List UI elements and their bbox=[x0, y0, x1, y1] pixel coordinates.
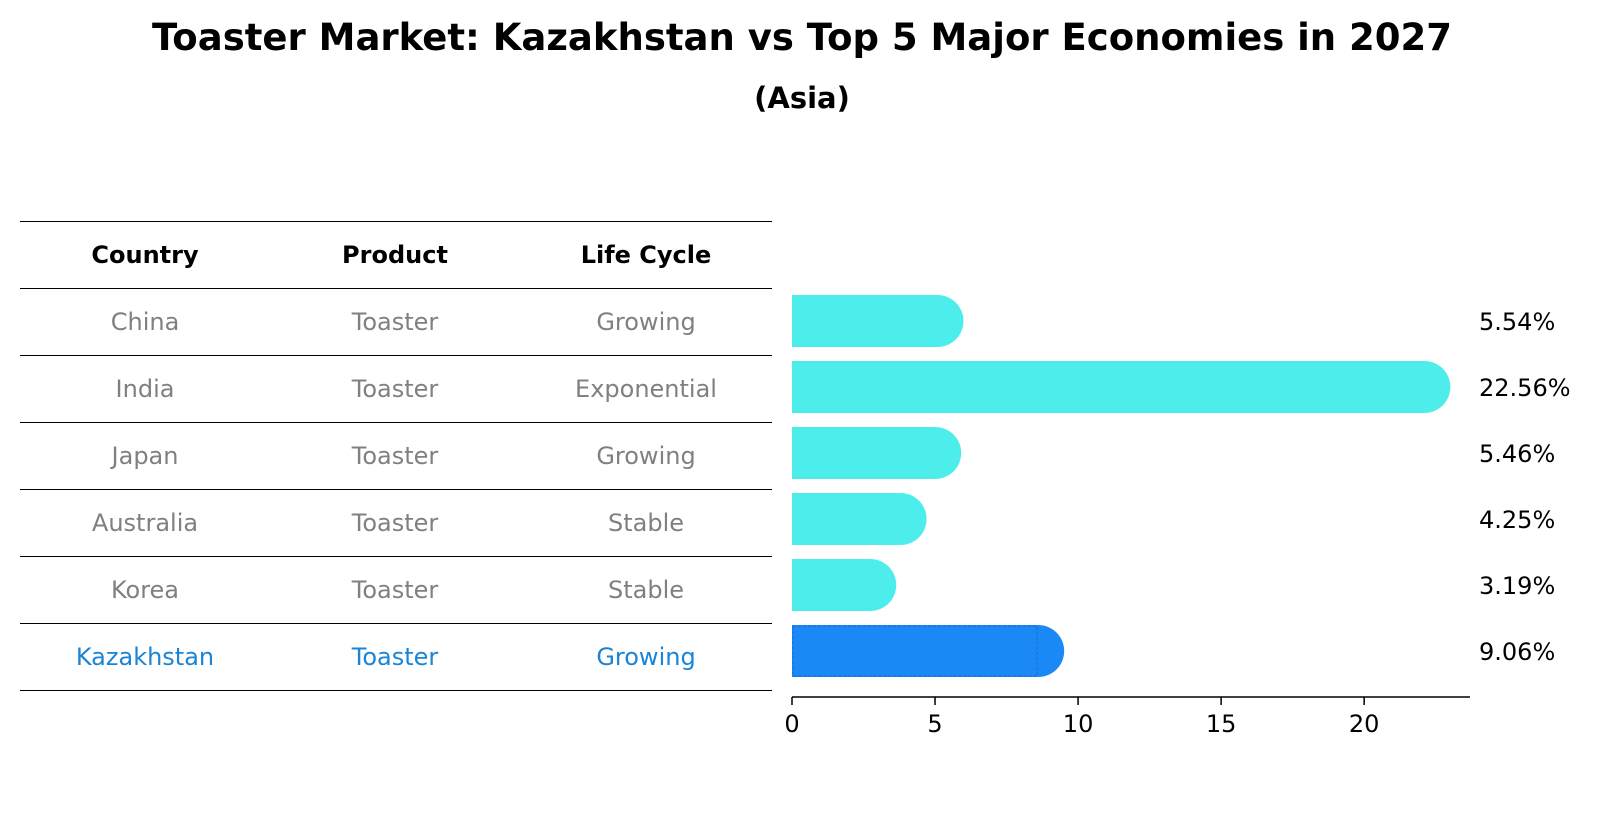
cell-life-cycle: Growing bbox=[596, 643, 696, 671]
table-row-kazakhstan: Kazakhstan Toaster Growing bbox=[20, 624, 772, 691]
bar-korea bbox=[792, 559, 897, 611]
cell-product: Toaster bbox=[351, 576, 439, 604]
x-tick-label: 0 bbox=[784, 710, 799, 738]
bar-china bbox=[792, 295, 964, 347]
table-row-japan: Japan Toaster Growing bbox=[20, 423, 772, 490]
cell-product: Toaster bbox=[351, 643, 439, 671]
x-tick-label: 5 bbox=[927, 710, 942, 738]
chart-subtitle: (Asia) bbox=[754, 81, 850, 115]
bar-japan bbox=[792, 427, 962, 479]
cell-country: Australia bbox=[91, 509, 199, 537]
table-row-korea: Korea Toaster Stable bbox=[20, 557, 772, 624]
value-label-india: 22.56% bbox=[1479, 374, 1571, 402]
cell-country: Kazakhstan bbox=[75, 643, 215, 671]
cell-product: Toaster bbox=[351, 375, 439, 403]
cell-product: Toaster bbox=[351, 442, 439, 470]
chart-title: Toaster Market: Kazakhstan vs Top 5 Majo… bbox=[151, 16, 1453, 59]
bar-kazakhstan bbox=[792, 625, 1065, 677]
value-label-australia: 4.25% bbox=[1479, 506, 1555, 534]
value-label-japan: 5.46% bbox=[1479, 440, 1555, 468]
cell-country: Korea bbox=[110, 576, 180, 604]
value-label-china: 5.54% bbox=[1479, 308, 1555, 336]
bar-highlight-outline bbox=[792, 625, 1038, 677]
cell-country: Japan bbox=[111, 442, 179, 470]
cell-life-cycle: Growing bbox=[596, 442, 696, 470]
cell-product: Toaster bbox=[351, 308, 439, 336]
cell-life-cycle: Stable bbox=[607, 509, 685, 537]
value-label-kazakhstan: 9.06% bbox=[1479, 638, 1555, 666]
cell-life-cycle: Growing bbox=[596, 308, 696, 336]
table-row-australia: Australia Toaster Stable bbox=[20, 490, 772, 557]
cell-product: Toaster bbox=[351, 509, 439, 537]
header-product: Product bbox=[342, 241, 448, 269]
cell-life-cycle: Exponential bbox=[575, 375, 717, 403]
bar-australia bbox=[792, 493, 927, 545]
cell-country: China bbox=[110, 308, 180, 336]
table-header-row: Country Product Life Cycle bbox=[20, 221, 772, 289]
value-label-korea: 3.19% bbox=[1479, 572, 1555, 600]
x-tick-label: 20 bbox=[1349, 710, 1380, 738]
table-row-india: India Toaster Exponential bbox=[20, 356, 772, 423]
header-life-cycle: Life Cycle bbox=[580, 241, 712, 269]
bar-india bbox=[792, 361, 1451, 413]
header-country: Country bbox=[91, 241, 199, 269]
x-tick-label: 15 bbox=[1206, 710, 1237, 738]
x-tick-label: 10 bbox=[1063, 710, 1094, 738]
cell-life-cycle: Stable bbox=[607, 576, 685, 604]
table-row-china: China Toaster Growing bbox=[20, 289, 772, 356]
cell-country: India bbox=[115, 375, 175, 403]
country-table: Country Product Life Cycle China Toaster… bbox=[20, 221, 772, 691]
